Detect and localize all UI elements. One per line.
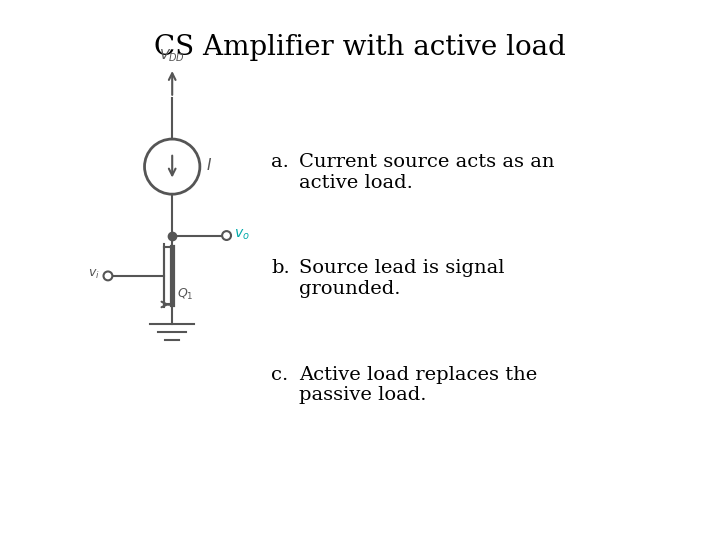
Text: b.: b.	[271, 259, 289, 278]
Text: $v_i$: $v_i$	[89, 268, 100, 281]
Text: $V_{DD}$: $V_{DD}$	[159, 48, 185, 64]
Text: Current source acts as an
active load.: Current source acts as an active load.	[299, 153, 554, 192]
Text: Active load replaces the
passive load.: Active load replaces the passive load.	[299, 366, 537, 404]
Text: $Q_1$: $Q_1$	[177, 286, 194, 301]
Text: $I$: $I$	[206, 157, 212, 173]
Text: $v_o$: $v_o$	[235, 227, 250, 242]
Text: a.: a.	[271, 153, 289, 171]
Circle shape	[222, 231, 231, 240]
Text: c.: c.	[271, 366, 288, 384]
Text: Source lead is signal
grounded.: Source lead is signal grounded.	[299, 259, 504, 298]
Circle shape	[104, 272, 112, 280]
Text: CS Amplifier with active load: CS Amplifier with active load	[154, 33, 566, 60]
